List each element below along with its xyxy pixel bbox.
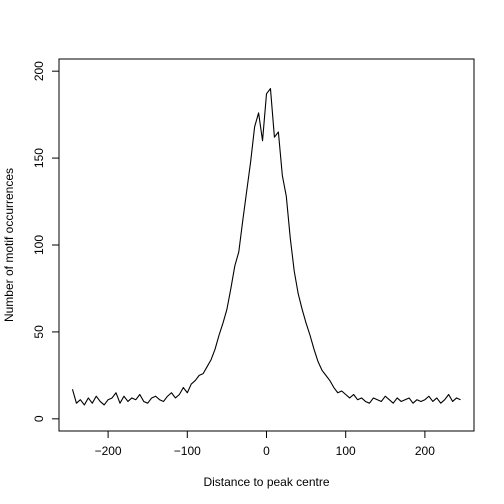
x-tick-label: 0: [263, 444, 270, 458]
y-tick-label: 50: [32, 325, 46, 339]
y-axis-title: Number of motif occurrences: [2, 168, 16, 322]
x-tick-label: 200: [415, 444, 435, 458]
y-axis: 0 50 100 150 200: [32, 61, 59, 422]
x-tick-label: −200: [95, 444, 122, 458]
x-axis: −200 −100 0 100 200: [95, 431, 435, 458]
y-tick-label: 0: [32, 415, 46, 422]
y-tick-label: 100: [32, 235, 46, 255]
y-tick-label: 200: [32, 61, 46, 81]
series-line: [71, 88, 461, 406]
x-tick-label: 100: [336, 444, 356, 458]
x-tick-label: −100: [174, 444, 201, 458]
x-axis-title: Distance to peak centre: [203, 475, 329, 489]
y-tick-label: 150: [32, 148, 46, 168]
